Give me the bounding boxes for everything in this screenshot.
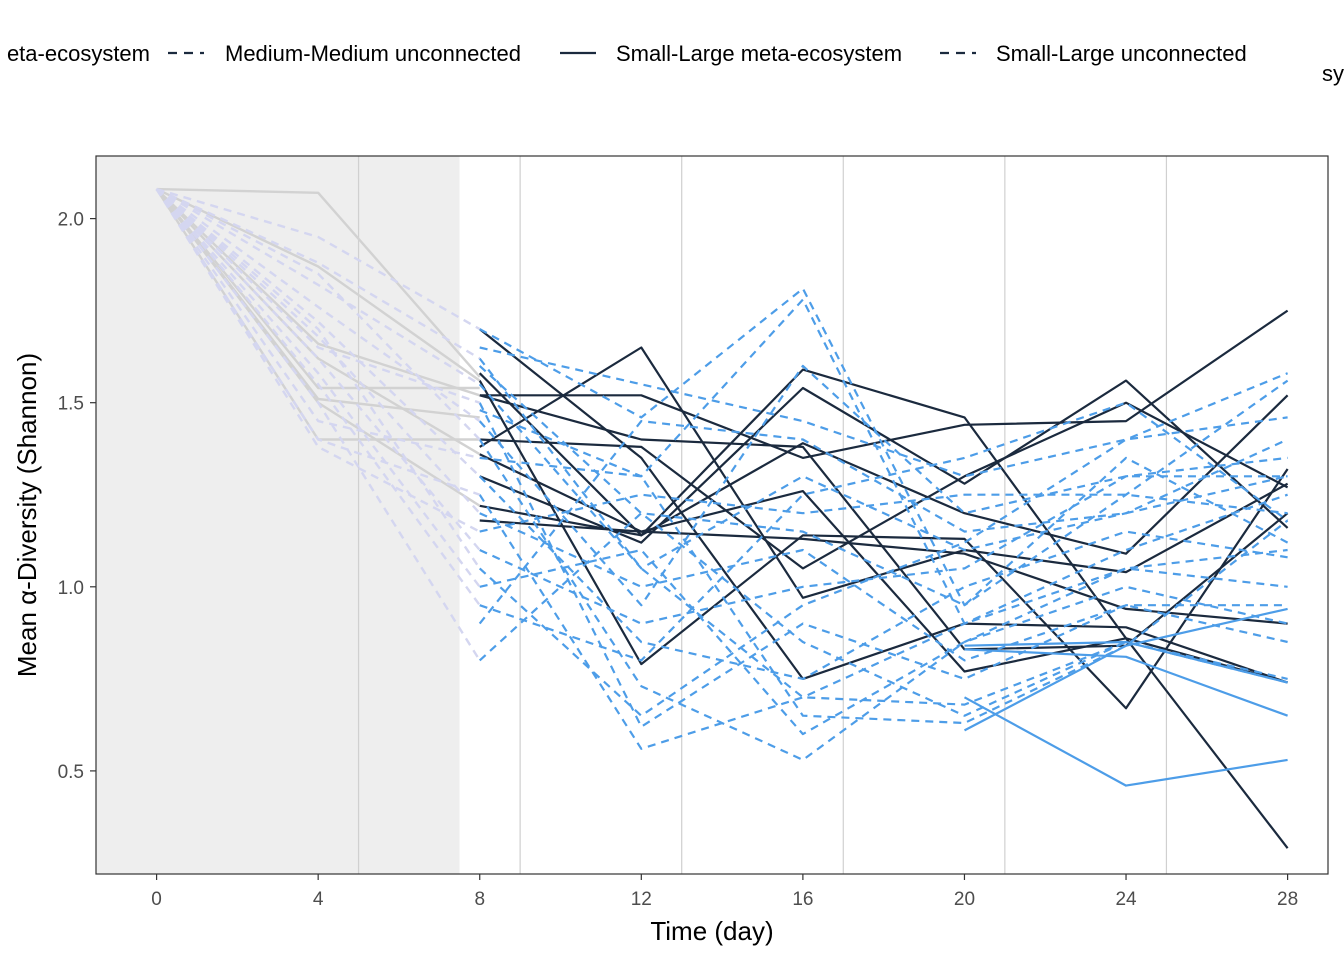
series-line-2-6 xyxy=(478,438,1288,761)
y-axis: 0.5 1.0 1.5 2.0 xyxy=(58,210,96,783)
x-tick-label-7: 28 xyxy=(1277,889,1298,910)
series-line-4-9 xyxy=(155,188,481,662)
series-line-2-10 xyxy=(479,512,1288,662)
series-line-2-12 xyxy=(479,456,1288,625)
series-line-1-3 xyxy=(964,640,1288,684)
series-line-2-15 xyxy=(478,420,1288,625)
y-tick-label-2: 1.5 xyxy=(58,394,84,415)
x-tick-label-6: 24 xyxy=(1115,889,1137,910)
series-line-4-5 xyxy=(155,188,481,515)
series-line-2-14 xyxy=(479,401,1289,662)
x-axis: 0 4 8 12 16 20 24 28 xyxy=(151,874,1298,910)
x-axis-title: Time (day) xyxy=(650,916,773,946)
x-tick-label-2: 8 xyxy=(474,889,485,910)
series-line-0-0 xyxy=(479,328,1288,684)
series-lines xyxy=(155,187,1289,849)
series-line-1-0 xyxy=(963,607,1288,732)
pre-treatment-shaded-region xyxy=(96,156,460,874)
x-tick-label-4: 16 xyxy=(792,889,813,910)
legend-label-1: eta-ecosystem xyxy=(7,41,150,66)
series-line-2-9 xyxy=(478,493,1288,750)
series-line-1-2 xyxy=(964,648,1288,717)
y-tick-label-0: 0.5 xyxy=(58,762,84,783)
series-line-3-7 xyxy=(155,188,481,456)
series-line-4-10 xyxy=(155,188,480,460)
series-line-4-7 xyxy=(155,188,481,588)
series-line-2-7 xyxy=(479,456,1289,725)
series-line-2-11 xyxy=(479,493,1288,533)
series-line-0-2 xyxy=(479,401,1289,570)
legend-cutoff-text: sy xyxy=(1322,61,1344,86)
y-tick-label-3: 2.0 xyxy=(58,210,84,231)
x-tick-label-0: 0 xyxy=(151,889,162,910)
series-line-4-8 xyxy=(155,188,481,606)
y-tick-label-1: 1.0 xyxy=(58,578,84,599)
series-line-4-1 xyxy=(156,188,481,360)
series-line-4-15 xyxy=(155,188,481,570)
chart-legend: eta-ecosystem Medium-Medium unconnected … xyxy=(7,41,1344,86)
legend-label-2: Medium-Medium unconnected xyxy=(225,41,521,66)
series-line-4-0 xyxy=(156,187,481,331)
series-line-2-2 xyxy=(478,365,1288,717)
series-line-2-4 xyxy=(478,402,1288,728)
series-line-4-11 xyxy=(155,188,481,496)
series-line-4-14 xyxy=(155,188,481,404)
legend-label-3: Small-Large meta-ecosystem xyxy=(616,41,902,66)
series-line-4-3 xyxy=(155,188,481,423)
x-tick-label-5: 20 xyxy=(954,889,975,910)
series-line-0-3 xyxy=(479,346,1289,599)
series-line-2-17 xyxy=(478,357,1288,706)
plot-panel-border xyxy=(95,155,1329,875)
series-line-2-5 xyxy=(478,364,1288,607)
series-line-0-7 xyxy=(478,368,1289,849)
series-line-2-8 xyxy=(478,475,1288,680)
series-line-4-2 xyxy=(155,188,481,386)
series-line-4-12 xyxy=(155,188,481,533)
series-line-0-4 xyxy=(479,453,1288,684)
series-line-2-16 xyxy=(478,456,1289,662)
series-line-2-19 xyxy=(478,372,1289,717)
legend-label-4: Small-Large unconnected xyxy=(996,41,1247,66)
vertical-grid-lines xyxy=(357,156,1168,874)
series-line-0-9 xyxy=(479,519,1288,625)
series-line-0-5 xyxy=(478,380,1289,710)
series-line-2-3 xyxy=(478,383,1289,570)
series-line-3-0 xyxy=(156,187,481,378)
series-line-1-1 xyxy=(963,696,1288,787)
series-line-0-1 xyxy=(479,309,1289,459)
y-axis-title: Mean α-Diversity (Shannon) xyxy=(12,353,42,677)
series-line-2-18 xyxy=(479,298,1288,625)
x-tick-label-1: 4 xyxy=(313,889,324,910)
x-tick-label-3: 12 xyxy=(631,889,652,910)
series-line-0-8 xyxy=(479,379,1289,544)
